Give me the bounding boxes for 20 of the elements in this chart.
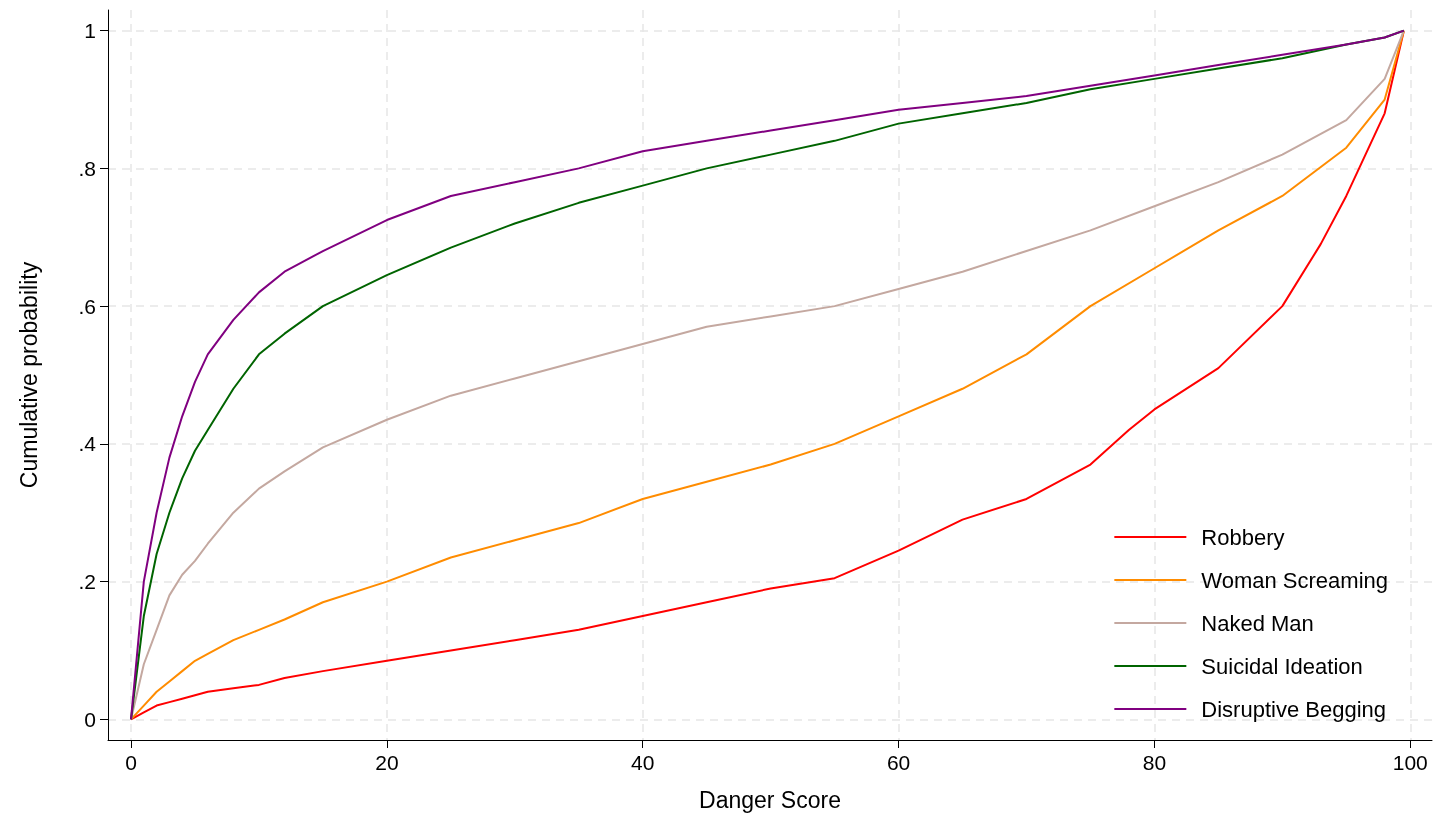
legend-label: Disruptive Begging xyxy=(1201,696,1386,722)
legend-label: Robbery xyxy=(1201,524,1285,550)
legend-label: Woman Screaming xyxy=(1201,567,1388,593)
y-axis-title: Cumulative probability xyxy=(15,261,42,489)
x-tick-label: 0 xyxy=(125,751,137,774)
x-tick-label: 60 xyxy=(886,751,911,774)
x-tick-label: 80 xyxy=(1142,751,1167,774)
x-tick-label: 40 xyxy=(631,751,655,774)
y-tick-label: .8 xyxy=(78,156,96,180)
y-tick-label: .6 xyxy=(78,294,96,318)
y-tick-label: 0 xyxy=(84,707,96,731)
legend-label: Naked Man xyxy=(1201,610,1314,636)
y-tick-label: 1 xyxy=(84,19,96,43)
x-axis-title: Danger Score xyxy=(699,786,841,813)
x-tick-label: 20 xyxy=(375,751,399,774)
legend-label: Suicidal Ideation xyxy=(1201,653,1363,679)
line-series xyxy=(130,29,1405,721)
y-tick-label: .2 xyxy=(78,570,96,594)
x-tick-label: 100 xyxy=(1392,751,1428,774)
y-tick-label: .4 xyxy=(78,432,97,456)
